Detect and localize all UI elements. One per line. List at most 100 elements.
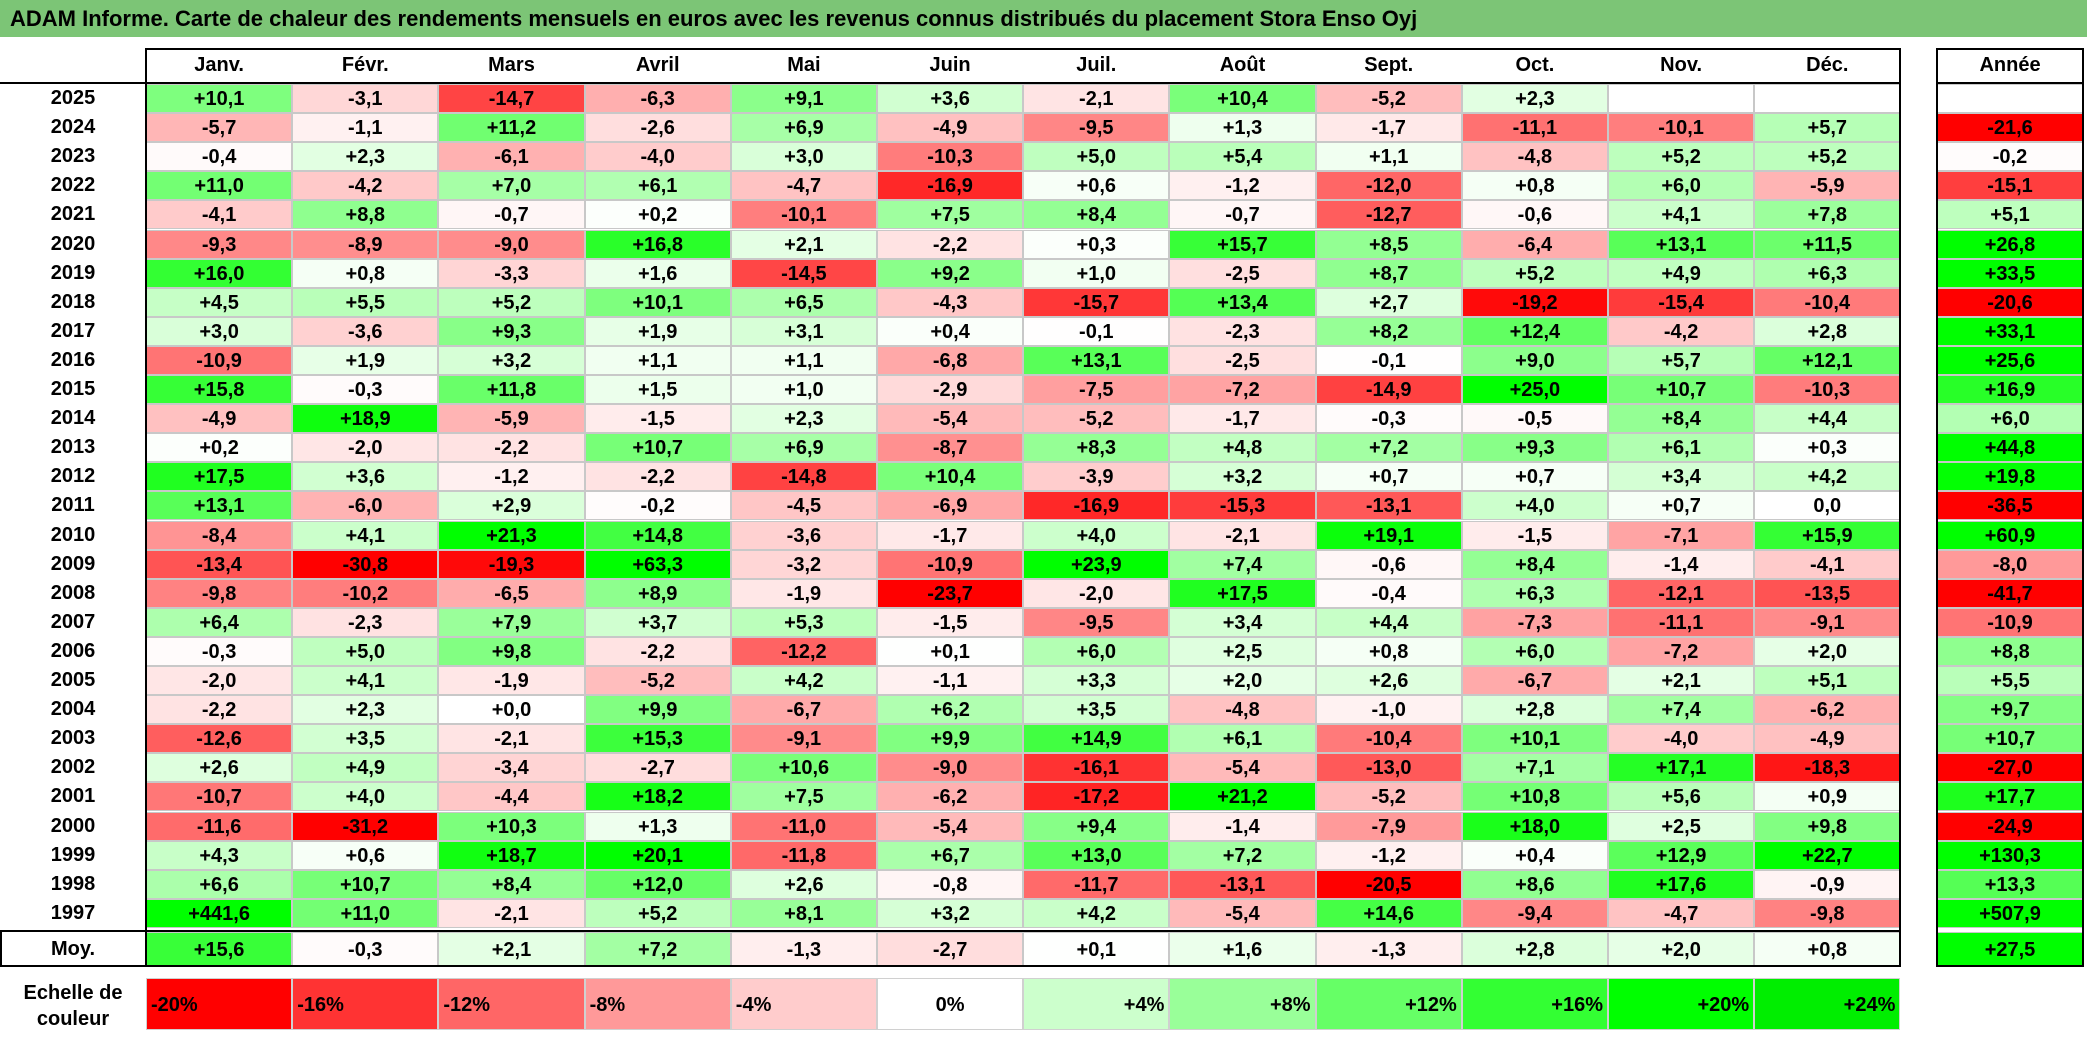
annual-cell: +19,8 <box>1937 462 2083 492</box>
heatmap-cell: -6,1 <box>438 142 585 172</box>
heatmap-cell: -0,8 <box>877 869 1024 899</box>
year-label: 2003 <box>50 727 96 750</box>
heatmap-cell: +4,0 <box>1461 491 1608 521</box>
heatmap-cell: +2,5 <box>1169 636 1316 666</box>
heatmap-cell: +19,1 <box>1315 520 1462 550</box>
heatmap-cell: +0,4 <box>877 316 1024 346</box>
heatmap-cell: +13,4 <box>1169 287 1316 317</box>
year-label: 2010 <box>50 523 96 546</box>
heatmap-cell: -5,2 <box>1023 404 1170 434</box>
heatmap-cell: +18,2 <box>584 782 731 812</box>
heatmap-cell: +0,7 <box>1461 462 1608 492</box>
heatmap-cell: +4,9 <box>1608 258 1755 288</box>
month-header: Août <box>1219 54 1266 76</box>
heatmap-cell: +3,6 <box>292 462 439 492</box>
annual-cell: +33,5 <box>1937 258 2083 288</box>
heatmap-cell: -1,1 <box>292 113 439 143</box>
heatmap-cell: -1,2 <box>1169 171 1316 201</box>
heatmap-cell: +4,0 <box>1023 520 1170 550</box>
heatmap-cell: -13,1 <box>1169 869 1316 899</box>
month-header: Nov. <box>1660 54 1703 76</box>
heatmap-cell: -19,3 <box>438 549 585 579</box>
heatmap-cell: +12,1 <box>1754 345 1901 375</box>
annual-cell: -0,2 <box>1937 142 2083 172</box>
heatmap-cell: -0,4 <box>146 142 293 172</box>
heatmap-cell: +0,8 <box>1461 171 1608 201</box>
heatmap-cell: -4,0 <box>584 142 731 172</box>
year-label: 2013 <box>50 436 96 459</box>
heatmap-cell: +2,3 <box>292 142 439 172</box>
heatmap-cell: +9,8 <box>1754 811 1901 841</box>
heatmap-cell: +0,7 <box>1315 462 1462 492</box>
heatmap-cell: +7,4 <box>1608 695 1755 725</box>
heatmap-cell: -8,7 <box>877 433 1024 463</box>
heatmap-cell: +14,6 <box>1315 898 1462 928</box>
heatmap-cell <box>1754 84 1901 114</box>
color-scale-stop: +8% <box>1169 978 1316 1030</box>
average-cell: +0,1 <box>1023 931 1170 966</box>
heatmap-cell: -6,3 <box>584 84 731 114</box>
heatmap-cell: +6,5 <box>730 287 877 317</box>
year-label: 2012 <box>50 465 96 488</box>
year-label: 2016 <box>50 348 96 371</box>
heatmap-cell: +17,1 <box>1608 753 1755 783</box>
heatmap-cell: -2,0 <box>1023 578 1170 608</box>
heatmap-cell: +10,4 <box>877 462 1024 492</box>
heatmap-cell: +0,6 <box>292 840 439 870</box>
average-cell: +1,6 <box>1169 931 1316 966</box>
annual-cell: +10,7 <box>1937 724 2083 754</box>
heatmap-cell: -6,4 <box>1461 229 1608 259</box>
heatmap-cell: -7,2 <box>1169 375 1316 405</box>
heatmap-cell: +10,1 <box>1461 724 1608 754</box>
heatmap-cell: +11,5 <box>1754 229 1901 259</box>
heatmap-cell: -16,1 <box>1023 753 1170 783</box>
heatmap-cell: +0,3 <box>1754 433 1901 463</box>
annual-cell: +25,6 <box>1937 345 2083 375</box>
heatmap-cell: -7,3 <box>1461 607 1608 637</box>
heatmap-cell: +16,0 <box>146 258 293 288</box>
heatmap-cell: +4,1 <box>1608 200 1755 230</box>
year-label: 2025 <box>50 87 96 109</box>
heatmap-cell: +7,5 <box>730 782 877 812</box>
color-scale-label: Echelle de couleur <box>0 980 146 1036</box>
heatmap-cell: -5,4 <box>1169 898 1316 928</box>
heatmap-cell: -8,9 <box>292 229 439 259</box>
month-header: Mars <box>488 54 535 76</box>
annual-cell: -15,1 <box>1937 171 2083 201</box>
heatmap-cell: +6,2 <box>877 695 1024 725</box>
heatmap-cell: -7,2 <box>1608 636 1755 666</box>
heatmap-cell: +12,4 <box>1461 316 1608 346</box>
annual-cell: +5,1 <box>1937 200 2083 230</box>
heatmap-cell: -0,4 <box>1315 578 1462 608</box>
year-label: 2019 <box>50 261 96 284</box>
heatmap-cell: -6,7 <box>1461 666 1608 696</box>
annual-cell: -41,7 <box>1937 578 2083 608</box>
color-scale-stop: +24% <box>1754 978 1901 1030</box>
heatmap-cell: -1,2 <box>1315 840 1462 870</box>
average-cell: -1,3 <box>730 931 877 966</box>
heatmap-cell: +15,8 <box>146 375 293 405</box>
heatmap-cell: -1,4 <box>1608 549 1755 579</box>
heatmap-cell: +6,9 <box>730 113 877 143</box>
heatmap-cell: -2,9 <box>877 375 1024 405</box>
color-scale-label-line1: Echelle de <box>23 982 123 1004</box>
heatmap-cell: -1,5 <box>877 607 1024 637</box>
heatmap-cell: +8,4 <box>1608 404 1755 434</box>
year-label: 2014 <box>50 407 96 430</box>
heatmap-cell: +3,5 <box>1023 695 1170 725</box>
heatmap-cell: -1,9 <box>438 666 585 696</box>
heatmap-cell: +13,1 <box>1023 345 1170 375</box>
heatmap-cell: -0,9 <box>1754 869 1901 899</box>
average-cell: -2,7 <box>877 931 1024 966</box>
average-annual-cell: +27,5 <box>1937 931 2083 966</box>
heatmap-cell: +5,2 <box>1461 258 1608 288</box>
heatmap-cell: +14,9 <box>1023 724 1170 754</box>
heatmap-cell: -0,3 <box>1315 404 1462 434</box>
heatmap-cell: -20,5 <box>1315 869 1462 899</box>
heatmap-cell: +3,6 <box>877 84 1024 114</box>
annual-cell: +33,1 <box>1937 316 2083 346</box>
heatmap-cell: -23,7 <box>877 578 1024 608</box>
heatmap-cell: -11,7 <box>1023 869 1170 899</box>
heatmap-cell: -0,5 <box>1461 404 1608 434</box>
heatmap-cell: +10,7 <box>584 433 731 463</box>
